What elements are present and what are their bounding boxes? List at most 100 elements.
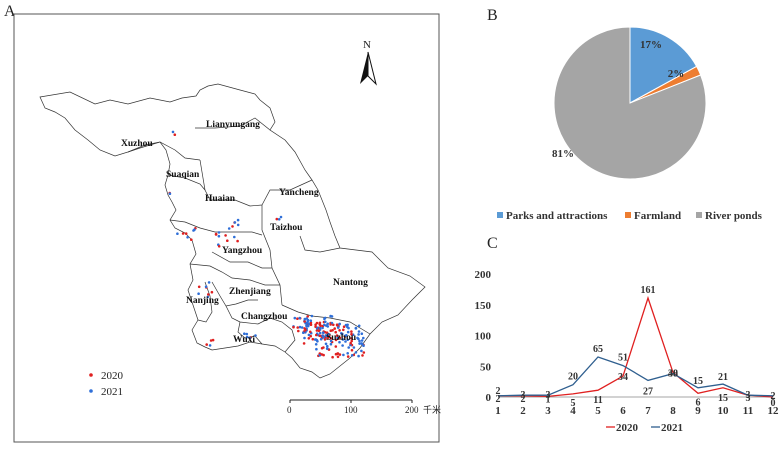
- boundary-nanjing-west: [197, 281, 213, 323]
- observation-point: [360, 349, 363, 353]
- observation-point: [307, 337, 311, 340]
- boundary-nanjing-zhenjiang: [211, 281, 258, 307]
- line-legend-label-2020: 2020: [616, 422, 639, 434]
- observation-point: [362, 351, 366, 354]
- boundary-yancheng-inner: [261, 179, 313, 206]
- observation-point: [181, 232, 185, 235]
- observation-point: [186, 236, 189, 239]
- scale-bar: 0 100 200 千米: [287, 399, 441, 415]
- observation-point: [320, 346, 324, 350]
- city-label-xuzhou: Xuzhou: [121, 139, 153, 149]
- observation-point: [275, 217, 279, 221]
- observation-point: [173, 133, 177, 136]
- y-tick-label: 150: [475, 300, 492, 312]
- observation-point: [171, 130, 175, 134]
- city-label-taizhou: Taizhou: [270, 223, 303, 233]
- observation-point: [236, 223, 240, 227]
- observation-point: [354, 351, 358, 354]
- observation-point: [360, 332, 364, 336]
- observation-point: [352, 346, 356, 349]
- x-tick-label: 12: [768, 405, 780, 417]
- observation-point: [344, 323, 348, 327]
- boundary-yangzhou-south: [189, 263, 280, 286]
- observation-point: [307, 333, 311, 337]
- observation-point: [357, 330, 361, 333]
- observation-point: [344, 340, 347, 343]
- observation-point: [317, 329, 321, 333]
- observation-point: [346, 352, 350, 355]
- observation-point: [300, 326, 304, 329]
- observation-point: [336, 326, 340, 329]
- data-label-2021: 51: [618, 353, 628, 364]
- series-line-2020: [498, 295, 774, 398]
- observation-point: [318, 334, 322, 338]
- observation-point: [211, 338, 215, 342]
- data-label-2020: 1: [546, 394, 551, 405]
- observation-point: [296, 317, 299, 321]
- data-label-2020: 2: [496, 394, 501, 405]
- observation-point: [361, 354, 364, 357]
- observation-point: [329, 329, 333, 333]
- observation-point: [304, 328, 307, 332]
- city-label-suaqian: Suaqian: [166, 170, 200, 180]
- observation-point: [336, 336, 339, 340]
- observation-point: [336, 355, 340, 359]
- observation-point: [342, 325, 346, 329]
- y-tick-label: 0: [486, 392, 492, 404]
- data-label-2020: 6: [696, 397, 701, 408]
- observation-point: [245, 332, 249, 336]
- legend-marker-2020: [89, 373, 93, 377]
- observation-point: [204, 285, 208, 289]
- data-label-2020: 0: [771, 398, 776, 409]
- observation-point: [297, 329, 300, 333]
- observation-point: [197, 285, 201, 289]
- observation-point: [338, 353, 342, 356]
- legend-label-2021: 2021: [101, 386, 123, 398]
- observation-point: [277, 218, 281, 221]
- observation-point: [360, 342, 363, 345]
- observation-point: [329, 314, 332, 318]
- observation-point: [323, 316, 327, 320]
- pie-legend-label: River ponds: [705, 210, 763, 222]
- city-label-wuxi: Wuxi: [233, 335, 255, 345]
- observation-point: [347, 326, 350, 330]
- observation-point: [248, 336, 251, 340]
- observation-point: [347, 346, 351, 349]
- observation-point: [324, 342, 328, 346]
- observation-point: [298, 325, 302, 329]
- observation-point: [292, 325, 295, 329]
- observation-point: [279, 215, 283, 219]
- observation-point: [309, 334, 313, 338]
- observation-point: [217, 231, 221, 234]
- data-label-2021: 2: [771, 391, 776, 402]
- observation-point: [321, 334, 324, 338]
- north-arrow-icon: N: [360, 39, 377, 86]
- observation-point: [193, 228, 196, 231]
- observation-point: [323, 338, 327, 341]
- data-label-2020: 5: [571, 398, 576, 409]
- boundary-changzhou-wuxi: [237, 321, 263, 345]
- pie-value-label: 2%: [668, 68, 685, 80]
- pie-legend-label: Farmland: [634, 210, 681, 222]
- city-label-changzhou: Changzhou: [241, 312, 288, 322]
- pie-value-label: 81%: [552, 148, 574, 160]
- observation-point: [209, 339, 213, 342]
- observation-point: [313, 338, 317, 341]
- data-label-2021: 27: [643, 386, 653, 397]
- data-label-2020: 2: [521, 394, 526, 405]
- observation-point: [210, 290, 214, 294]
- observation-point: [303, 317, 307, 321]
- panel-c-letter: C: [487, 235, 498, 252]
- observation-point: [207, 281, 211, 284]
- boundary-xuzhou-suqian: [127, 141, 201, 161]
- x-tick-label: 11: [743, 405, 753, 417]
- data-label-2020: 40: [668, 368, 678, 379]
- observation-point: [338, 323, 341, 326]
- y-tick-label: 100: [475, 331, 492, 343]
- boundary-yangzhou-zhenjiang: [211, 251, 272, 269]
- observation-point: [307, 322, 311, 326]
- data-label-2021: 3: [546, 390, 551, 401]
- data-label-2021: 3: [746, 390, 751, 401]
